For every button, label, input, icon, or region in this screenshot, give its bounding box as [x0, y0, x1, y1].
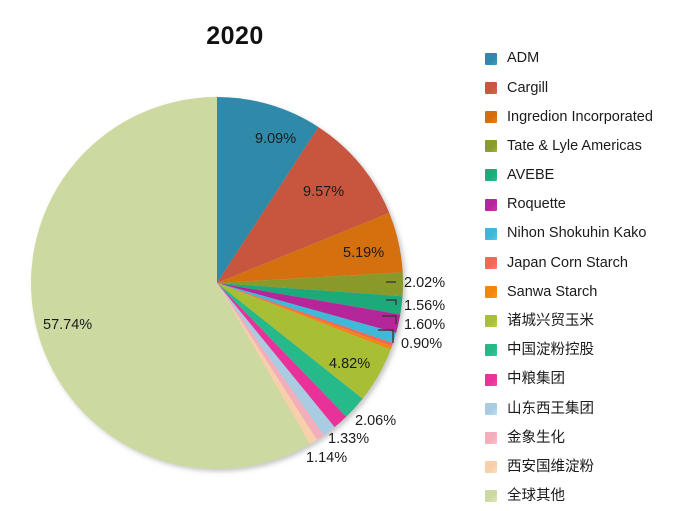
- legend-item[interactable]: Tate & Lyle Americas: [485, 132, 685, 161]
- callout-leader: [386, 299, 397, 305]
- callout-leader: [378, 329, 394, 343]
- legend-color-swatch: [485, 402, 497, 415]
- legend-item-label: 山东西王集团: [507, 400, 594, 417]
- legend-item-label: Sanwa Starch: [507, 283, 598, 300]
- pie-callout-label: 0.90%: [401, 336, 442, 352]
- pie-slice[interactable]: [217, 97, 319, 283]
- legend-color-swatch: [485, 490, 497, 503]
- legend-item-label: 西安国维淀粉: [507, 458, 594, 475]
- chart-legend: ADM Cargill Ingredion Incorporated Tate & L…: [485, 44, 685, 511]
- chart-title: 2020: [206, 22, 264, 50]
- legend-item[interactable]: Cargill: [485, 73, 685, 102]
- legend-color-swatch: [485, 227, 497, 240]
- legend-color-swatch: [485, 373, 497, 386]
- pie-outside-label: 1.33%: [328, 431, 369, 447]
- pie-slice[interactable]: [217, 283, 394, 347]
- legend-item-label: 诸城兴贸玉米: [507, 313, 594, 330]
- pie-callout-label: 1.60%: [404, 317, 445, 333]
- pie-slice[interactable]: [217, 127, 390, 283]
- legend-item[interactable]: 全球其他: [485, 482, 685, 511]
- pie-slice[interactable]: [217, 283, 397, 344]
- legend-item-label: Japan Corn Starch: [507, 254, 628, 271]
- pie-slice[interactable]: [217, 283, 317, 445]
- pie-callout-label: 1.56%: [404, 298, 445, 314]
- legend-color-swatch: [485, 461, 497, 474]
- callout-leader: [382, 315, 397, 324]
- legend-item[interactable]: 金象生化: [485, 423, 685, 452]
- legend-item-label: ADM: [507, 50, 540, 67]
- pie-slice[interactable]: [217, 283, 324, 440]
- pie-slice[interactable]: [217, 283, 391, 399]
- pie-slice[interactable]: [217, 283, 347, 428]
- legend-color-swatch: [485, 140, 497, 153]
- pie-chart-canvas: 9.09% 9.57% 5.19% 4.82% 57.74% 2.06% 1.33% 1.14…: [31, 97, 445, 469]
- legend-item-label: AVEBE: [507, 167, 555, 184]
- legend-item-label: 中国淀粉控股: [507, 342, 594, 359]
- pie-outside-label: 1.14%: [306, 450, 347, 466]
- legend-item[interactable]: 中国淀粉控股: [485, 336, 685, 365]
- legend-item-label: Nihon Shokuhin Kako: [507, 225, 647, 242]
- pie-slice[interactable]: [217, 212, 403, 283]
- legend-item[interactable]: Roquette: [485, 190, 685, 219]
- pie-slice-group: [31, 97, 404, 469]
- legend-item[interactable]: Ingredion Incorporated: [485, 102, 685, 131]
- pie-slice[interactable]: [217, 283, 392, 350]
- legend-item[interactable]: 诸城兴贸玉米: [485, 307, 685, 336]
- legend-item-label: 全球其他: [507, 488, 565, 505]
- pie-slice[interactable]: [217, 283, 363, 417]
- legend-item[interactable]: Sanwa Starch: [485, 278, 685, 307]
- legend-color-swatch: [485, 432, 497, 445]
- legend-item[interactable]: AVEBE: [485, 161, 685, 190]
- pie-inside-label: 4.82%: [329, 356, 370, 372]
- pie-inside-label: 9.57%: [303, 184, 344, 200]
- legend-color-swatch: [485, 286, 497, 299]
- pie-inside-label: 5.19%: [343, 245, 384, 261]
- legend-color-swatch: [485, 198, 497, 211]
- legend-color-swatch: [485, 256, 497, 269]
- legend-item-label: 金象生化: [507, 429, 565, 446]
- pie-value-labels: 9.09% 9.57% 5.19% 4.82% 57.74% 2.06% 1.33% 1.14…: [43, 131, 445, 466]
- pie-slice[interactable]: [217, 283, 335, 436]
- legend-color-swatch: [485, 169, 497, 182]
- callout-leader-lines: [378, 281, 397, 343]
- legend-item[interactable]: 山东西王集团: [485, 394, 685, 423]
- legend-item[interactable]: Nihon Shokuhin Kako: [485, 219, 685, 248]
- legend-item-label: Ingredion Incorporated: [507, 108, 653, 125]
- legend-item[interactable]: 中粮集团: [485, 365, 685, 394]
- pie-callout-label: 2.02%: [404, 275, 445, 291]
- legend-color-swatch: [485, 344, 497, 357]
- legend-item[interactable]: 西安国维淀粉: [485, 453, 685, 482]
- legend-color-swatch: [485, 110, 497, 123]
- legend-color-swatch: [485, 52, 497, 65]
- legend-color-swatch: [485, 81, 497, 94]
- legend-item-label: Roquette: [507, 196, 566, 213]
- legend-item-label: 中粮集团: [507, 371, 565, 388]
- pie-inside-label: 57.74%: [43, 317, 92, 333]
- pie-slice[interactable]: [217, 283, 403, 315]
- pie-slice[interactable]: [217, 272, 404, 297]
- pie-slice[interactable]: [217, 283, 401, 333]
- legend-item[interactable]: Japan Corn Starch: [485, 248, 685, 277]
- legend-color-swatch: [485, 315, 497, 328]
- pie-inside-label: 9.09%: [255, 131, 296, 147]
- pie-slice[interactable]: [31, 97, 310, 469]
- legend-item-label: Tate & Lyle Americas: [507, 137, 642, 154]
- legend-item[interactable]: ADM: [485, 44, 685, 73]
- pie-outside-label: 2.06%: [355, 413, 396, 429]
- legend-item-label: Cargill: [507, 79, 549, 96]
